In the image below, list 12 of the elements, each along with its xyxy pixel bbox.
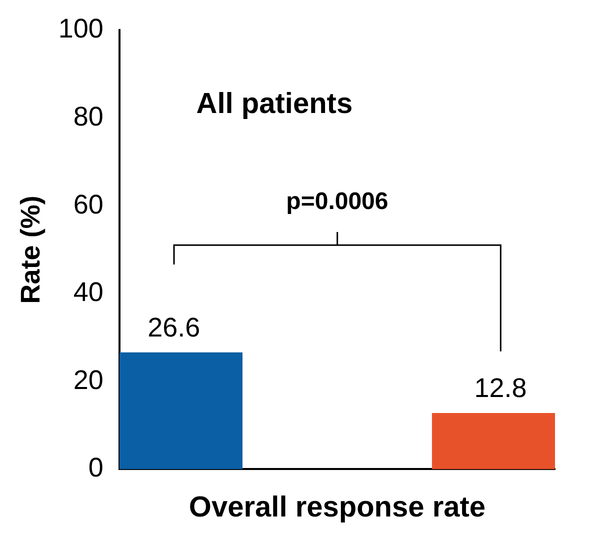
y-tick-label: 40 xyxy=(73,277,104,308)
data-label: 12.8 xyxy=(474,372,527,403)
y-tick-label: 60 xyxy=(73,189,104,220)
y-tick-label: 0 xyxy=(88,452,104,483)
y-tick-label: 20 xyxy=(73,364,104,395)
text: All patients xyxy=(196,88,353,120)
x-axis-title: Overall response rate xyxy=(188,492,486,524)
y-tick-label: 80 xyxy=(73,101,104,132)
y-axis-title: Rate (%) xyxy=(16,196,46,304)
y-tick-label: 100 xyxy=(58,14,104,44)
data-label: 26.6 xyxy=(148,312,200,342)
annotation: p=0.0006 xyxy=(286,188,388,216)
